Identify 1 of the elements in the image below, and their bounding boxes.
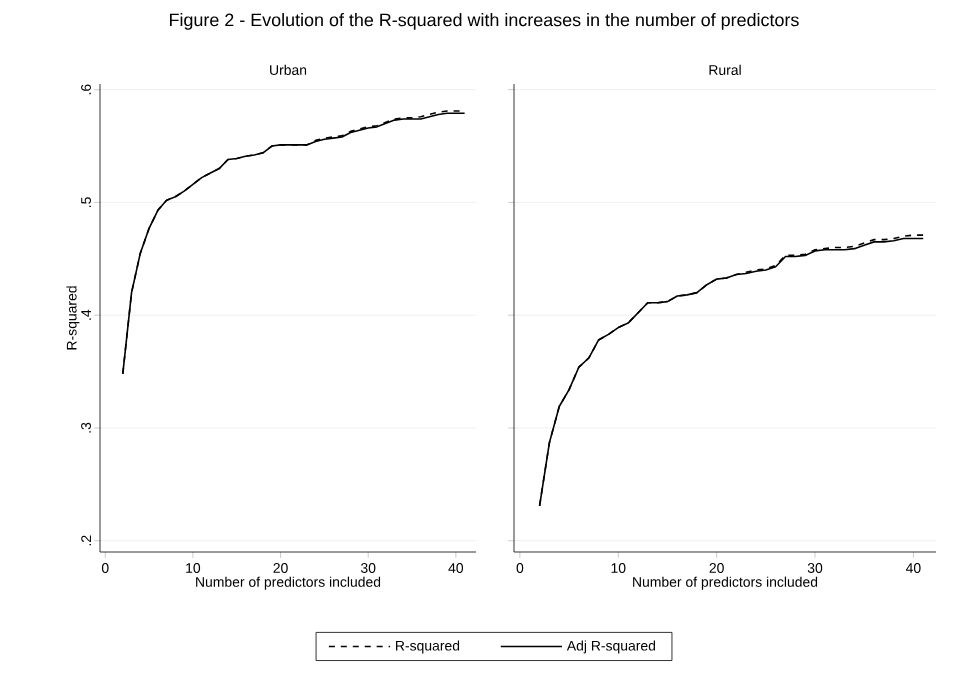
caption: Figure 2 - Evolution of the R-squared with increases in the number of predictors bbox=[170, 13, 799, 30]
